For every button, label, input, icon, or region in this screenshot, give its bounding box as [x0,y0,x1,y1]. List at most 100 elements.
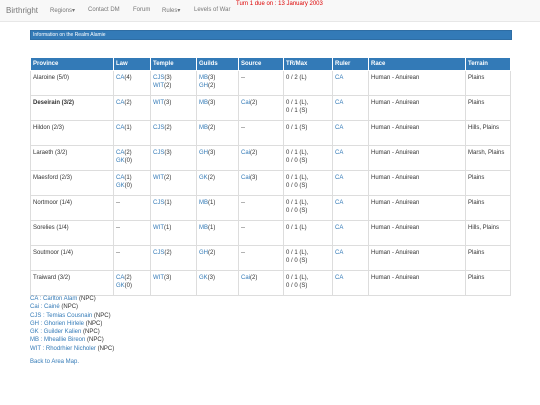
table-cell: CA [332,120,369,146]
abbrev-link[interactable]: Cai [241,150,251,156]
table-cell: 0 / 1 (L), 0 / 0 (S) [283,245,333,271]
cell-line: GK(0) [116,182,148,190]
table-cell: Hills, Plains [465,120,511,146]
table-cell: Soutmoor (1/4) [30,245,114,271]
abbrev-link[interactable]: CA [116,275,125,281]
legend-link[interactable]: MB : Mheallie Bireon [30,337,86,344]
nav-item[interactable]: Rules▾ [162,8,181,14]
abbrev-link[interactable]: GH [199,83,208,89]
table-cell: 0 / 1 (S) [283,120,333,146]
cell-text: Human - Anuirean [371,100,420,106]
abbrev-link[interactable]: MB [199,125,208,131]
table-cell: Human - Anuirean [368,170,466,196]
cell-text: Nortmoor (1/4) [33,200,73,206]
column-header: Temple [150,57,197,71]
back-link[interactable]: Back to Area Map. [30,359,80,365]
abbrev-link[interactable]: CJS [153,150,165,156]
abbrev-link[interactable]: CJS [153,250,165,256]
abbrev-link[interactable]: CA [335,275,344,281]
table-cell: Alaroine (5/0) [30,70,114,96]
abbrev-link[interactable]: CJS [153,75,165,81]
legend-link[interactable]: GK : Guilder Kalien [30,329,82,336]
abbrev-link[interactable]: GK [116,158,125,164]
abbrev-link[interactable]: CA [335,250,344,256]
abbrev-link[interactable]: GK [116,283,125,289]
legend-link[interactable]: GH : Ghorien Hirlele [30,320,85,327]
abbrev-link[interactable]: GK [116,183,125,189]
legend-entry: GK : Guilder Kalien (NPC) [30,328,114,336]
abbrev-link[interactable]: WIT [153,175,164,181]
count: (2) [208,125,216,131]
legend-link[interactable]: Cai : Cainé [30,304,60,311]
abbrev-link[interactable]: CA [335,75,344,81]
cell-line: Plains [468,99,508,107]
table-row: Soutmoor (1/4) -- CJS(2) GH(2) -- 0 / 1 (L), 0… [30,245,511,271]
abbrev-link[interactable]: GH [199,250,208,256]
nav-item[interactable]: Regions▾ [50,8,76,14]
table-cell: Human - Anuirean [368,195,466,221]
nav-item[interactable]: Forum [133,7,151,13]
abbrev-link[interactable]: WIT [153,83,164,89]
cell-text: -- [241,75,245,81]
cell-line: Human - Anuirean [371,274,463,282]
brand[interactable]: Birthright [6,6,39,15]
table-row: Laraeth (3/2) CA(2) GK(0) CJS(3) GH(3) Cai(2)… [30,145,511,171]
table-cell: 0 / 1 (L) [283,220,333,246]
legend-link[interactable]: CA : Carlton Alam [30,296,78,302]
abbrev-link[interactable]: MB [199,75,208,81]
table-row: Nortmoor (1/4) -- CJS(1) MB(1) -- 0 / 1 (L), 0… [30,195,511,221]
nav-item[interactable]: Contact DM [88,7,120,13]
abbrev-link[interactable]: WIT [153,100,164,106]
abbrev-link[interactable]: GK [199,175,208,181]
abbrev-link[interactable]: MB [199,225,208,231]
abbrev-link[interactable]: GK [199,275,208,281]
abbrev-link[interactable]: CA [116,125,125,131]
column-header: Ruler [332,57,369,71]
nav-item[interactable]: Levels of War [194,7,231,13]
table-cell: WIT(2) [150,170,197,196]
abbrev-link[interactable]: CA [335,100,344,106]
abbrev-link[interactable]: CA [116,150,125,156]
abbrev-link[interactable]: Cai [241,175,251,181]
abbrev-link[interactable]: CA [116,100,125,106]
cell-line: Cai(2) [241,149,281,157]
abbrev-link[interactable]: MB [199,100,208,106]
cell-line: Maesford (2/3) [33,174,111,182]
abbrev-link[interactable]: CA [335,150,344,156]
cell-line: GH(2) [199,82,236,90]
abbrev-link[interactable]: WIT [153,275,164,281]
cell-text: Human - Anuirean [371,200,420,206]
cell-text: -- [241,250,245,256]
table-cell: Plains [465,95,511,121]
cell-text: Laraeth (3/2) [33,150,68,156]
abbrev-link[interactable]: CA [335,175,344,181]
abbrev-link[interactable]: CA [116,75,125,81]
header-row: Province Law Temple Guilds Source TR/Max Ruler… [30,57,511,71]
table-row: Deseirain (3/2) CA(2) WIT(3) MB(3) Cai(2) 0 /… [30,95,511,121]
abbrev-link[interactable]: MB [199,200,208,206]
cell-text: Plains [468,200,485,206]
abbrev-link[interactable]: CJS [153,125,165,131]
table-cell: 0 / 1 (L), 0 / 0 (S) [283,170,333,196]
abbrev-link[interactable]: CA [335,125,344,131]
cell-line: -- [116,199,148,207]
table-cell: MB(1) [196,195,239,221]
abbrev-link[interactable]: GH [199,150,208,156]
cell-text: Hills, Plains [468,225,500,231]
abbrev-link[interactable]: CJS [153,200,165,206]
legend-link[interactable]: WIT : Rhodrhier Nicholer [30,345,96,352]
cell-text: Marsh, Plains [468,150,505,156]
abbrev-link[interactable]: Cai [241,100,251,106]
abbrev-link[interactable]: WIT [153,225,164,231]
legend-entry: MB : Mheallie Bireon (NPC) [30,336,114,344]
table-cell: CA(1) GK(0) [113,170,151,196]
table-cell: CJS(3) WIT(2) [150,70,197,96]
legend-link[interactable]: CJS : Temias Cousnain [30,312,93,319]
legend-entry: CA : Carlton Alam (NPC) [30,295,114,303]
abbrev-link[interactable]: CA [335,225,344,231]
abbrev-link[interactable]: CA [116,175,125,181]
legend-note: (NPC) [97,345,115,352]
abbrev-link[interactable]: Cai [241,275,251,281]
table-cell: CA(2) GK(0) [113,270,151,296]
abbrev-link[interactable]: CA [335,200,344,206]
